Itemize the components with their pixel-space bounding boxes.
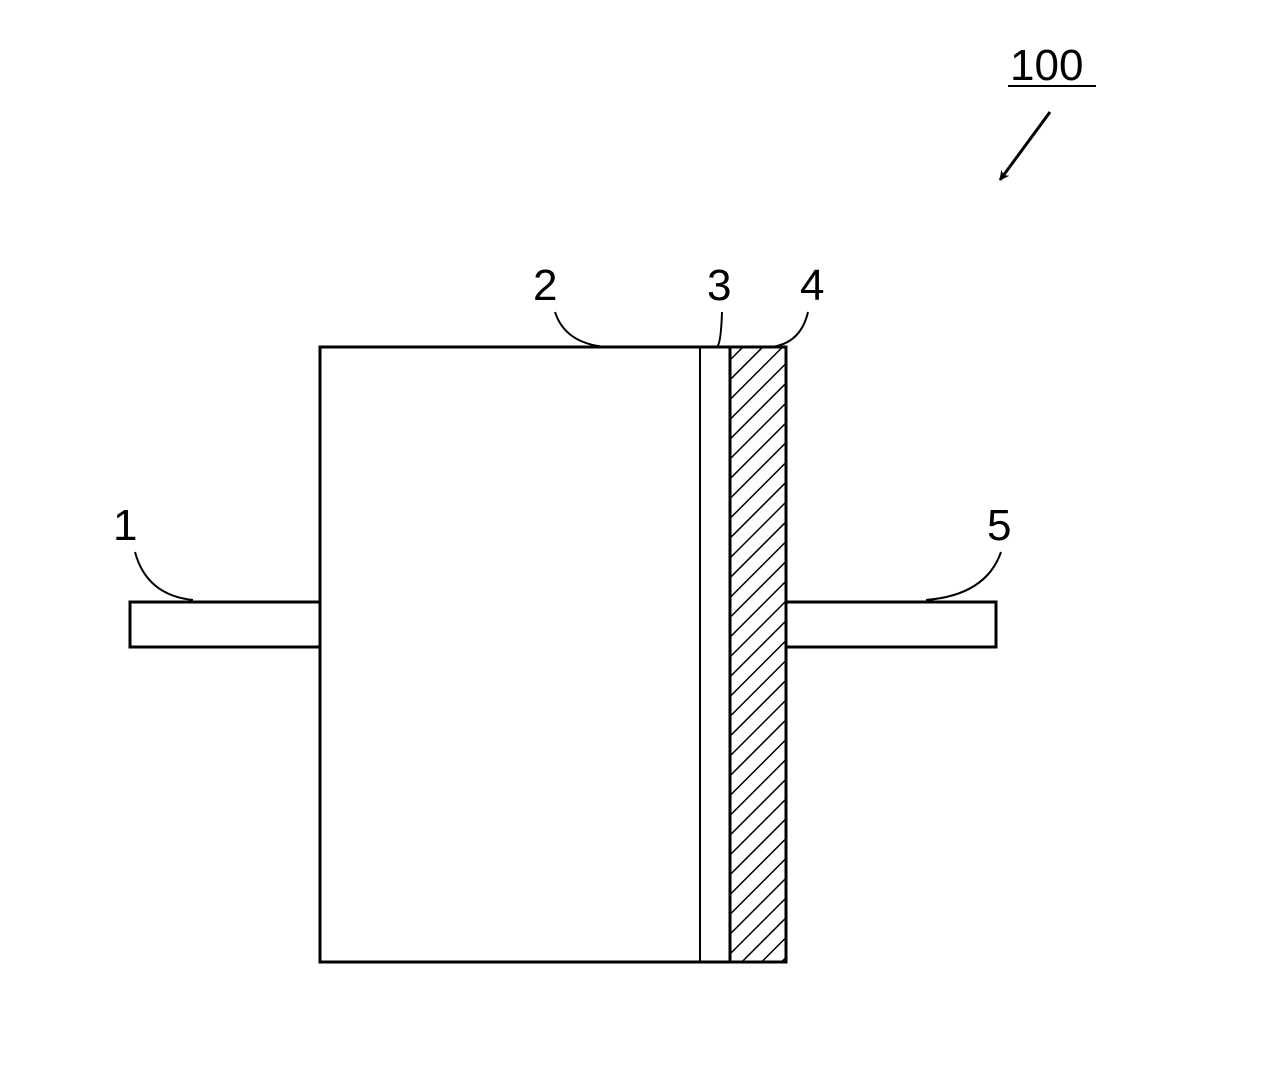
label-3: 3 (707, 261, 731, 310)
assembly-label: 100 (1010, 41, 1083, 90)
leader-4 (771, 312, 808, 347)
part-5-right-stub (786, 602, 996, 647)
leader-1 (135, 552, 193, 600)
assembly-arrow (1000, 112, 1050, 180)
part-1-left-stub (130, 602, 320, 647)
assembly-outline (320, 347, 786, 962)
label-4: 4 (800, 261, 824, 310)
label-1: 1 (113, 501, 137, 550)
label-5: 5 (987, 501, 1011, 550)
leader-2 (555, 312, 606, 347)
label-2: 2 (533, 261, 557, 310)
part-4-hatched (730, 347, 786, 962)
leader-5 (926, 552, 1001, 600)
leader-3 (717, 312, 722, 347)
